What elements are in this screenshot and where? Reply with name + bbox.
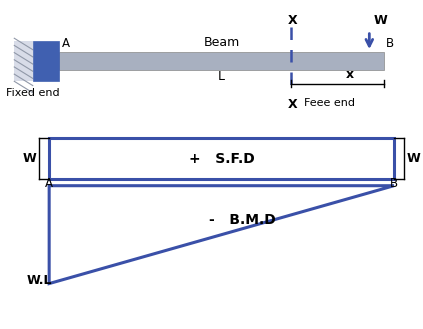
- Text: W: W: [374, 14, 387, 28]
- Text: A: A: [45, 177, 53, 190]
- Text: +   S.F.D: + S.F.D: [189, 152, 255, 166]
- Text: Beam: Beam: [203, 36, 240, 49]
- Text: -   B.M.D: - B.M.D: [209, 213, 276, 227]
- Bar: [59, 52, 384, 70]
- Text: L: L: [218, 70, 225, 83]
- Text: x: x: [346, 68, 354, 81]
- Text: W: W: [23, 152, 37, 165]
- Text: X: X: [288, 98, 298, 111]
- Text: W.L: W.L: [27, 274, 52, 287]
- Bar: [33, 40, 59, 81]
- Bar: [49, 139, 394, 179]
- Text: W: W: [407, 152, 420, 165]
- Text: B: B: [390, 177, 398, 190]
- Text: A: A: [61, 37, 69, 50]
- Text: Fixed end: Fixed end: [6, 88, 60, 98]
- Text: B: B: [386, 37, 394, 50]
- Bar: [14, 40, 33, 81]
- Text: X: X: [288, 13, 298, 27]
- Text: Feee end: Feee end: [304, 98, 354, 108]
- Polygon shape: [49, 186, 394, 284]
